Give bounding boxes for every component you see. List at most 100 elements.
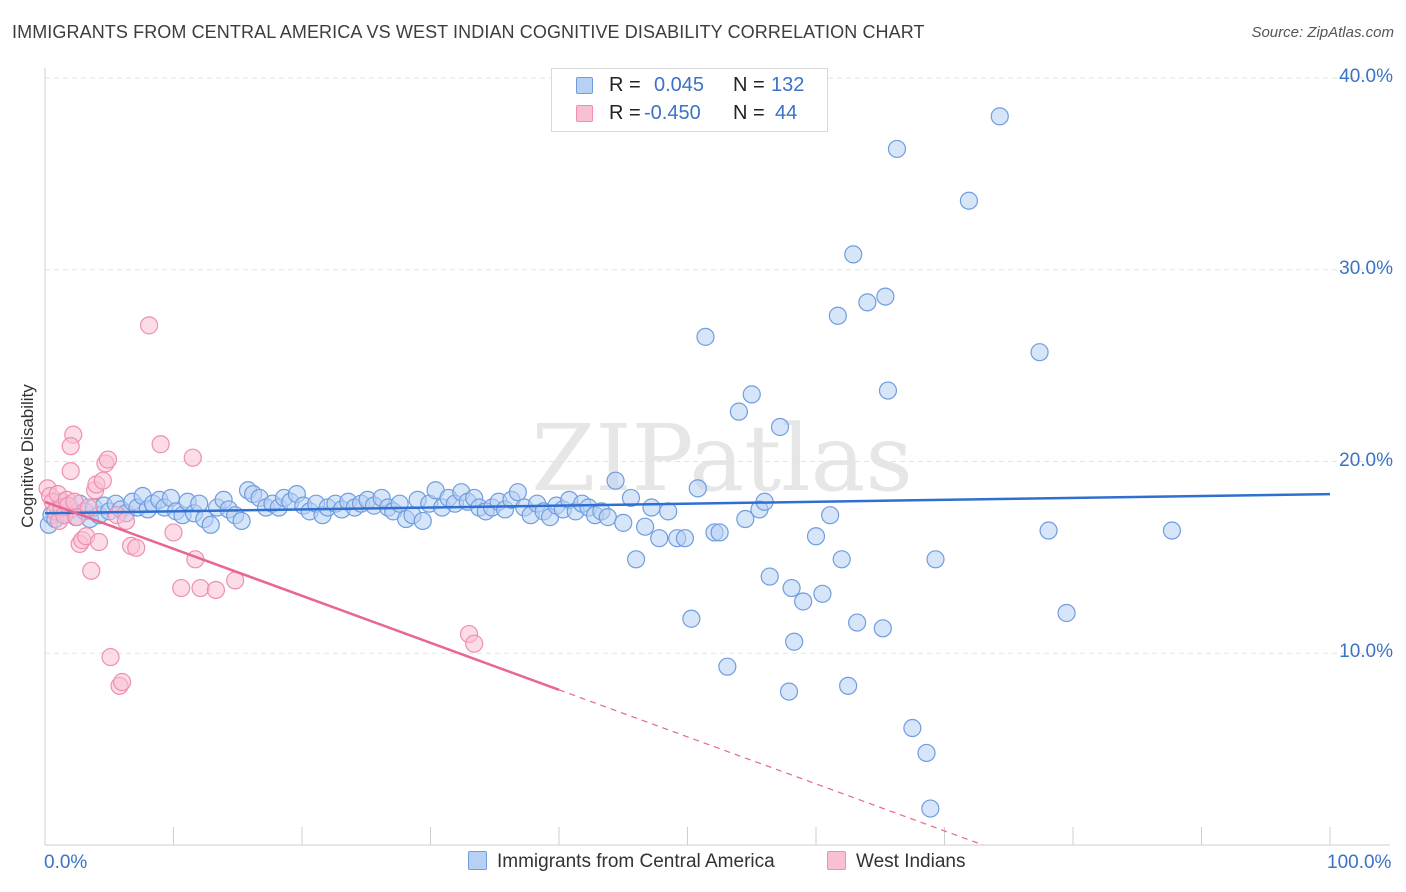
point-central-america — [232, 511, 251, 531]
legend-row-central-america: R = 0.045 N = 132 — [552, 73, 827, 99]
legend-item-west-indians: West Indians — [827, 851, 965, 877]
point-central-america — [760, 567, 779, 586]
point-central-america — [785, 632, 804, 651]
point-west-indians — [172, 578, 191, 598]
point-west-indians — [98, 450, 118, 469]
r-label: R = — [609, 74, 641, 96]
gridlines — [45, 77, 1390, 654]
point-central-america — [1039, 521, 1058, 540]
n-label: N = — [733, 74, 765, 96]
point-west-indians — [112, 672, 132, 692]
point-central-america — [621, 488, 641, 508]
point-west-indians — [164, 523, 183, 542]
point-west-indians — [206, 580, 226, 600]
point-central-america — [858, 293, 877, 312]
point-central-america — [606, 471, 625, 490]
point-west-indians — [151, 435, 170, 454]
legend-swatch-pink — [576, 105, 593, 122]
point-central-america — [821, 506, 840, 525]
point-central-america — [959, 191, 979, 210]
point-central-america — [736, 509, 755, 529]
y-tick-label: 30.0% — [1339, 257, 1393, 279]
point-west-indians — [191, 578, 210, 598]
y-tick-label: 10.0% — [1339, 641, 1393, 663]
point-central-america — [718, 657, 737, 676]
point-central-america — [878, 381, 898, 400]
stats-legend: R = 0.045 N = 132 R = -0.450 N = 44 — [551, 68, 828, 132]
y-tick-label: 40.0% — [1339, 66, 1393, 87]
axes — [44, 68, 1390, 846]
point-central-america — [990, 107, 1009, 126]
watermark-text: ZIPatlas — [531, 405, 912, 512]
x-tick-label-min: 0.0% — [44, 852, 88, 873]
point-west-indians — [116, 511, 136, 531]
point-central-america — [1162, 521, 1182, 540]
point-central-america — [201, 515, 220, 534]
legend-label: West Indians — [856, 851, 966, 872]
y-tick-label: 20.0% — [1339, 449, 1393, 471]
point-central-america — [848, 613, 867, 632]
point-central-america — [926, 550, 945, 569]
legend-row-west-indians: R = -0.450 N = 44 — [552, 101, 827, 127]
point-central-america — [635, 517, 655, 536]
point-west-indians — [93, 471, 112, 490]
point-central-america — [806, 527, 826, 546]
point-central-america — [614, 513, 633, 532]
point-west-indians — [101, 647, 120, 667]
x-tick-label-max: 100.0% — [1327, 852, 1392, 873]
trend-line-central-america — [44, 492, 1331, 515]
point-central-america — [688, 479, 707, 498]
n-value: 132 — [771, 74, 805, 96]
point-central-america — [682, 609, 701, 628]
source-label: Source: ZipAtlas.com — [1251, 24, 1394, 41]
point-central-america — [696, 327, 715, 346]
point-central-america — [659, 502, 678, 521]
legend-label: Immigrants from Central America — [497, 851, 775, 872]
chart-title: IMMIGRANTS FROM CENTRAL AMERICA VS WEST … — [12, 22, 925, 42]
point-central-america — [626, 550, 646, 569]
point-central-america — [779, 682, 799, 701]
point-central-america — [832, 550, 851, 569]
point-central-america — [876, 287, 895, 306]
point-central-america — [839, 676, 858, 695]
point-central-america — [650, 529, 669, 548]
point-west-indians — [82, 561, 101, 580]
r-value: 0.045 — [654, 74, 705, 96]
point-central-america — [729, 402, 749, 421]
point-west-indians — [89, 532, 109, 552]
point-west-indians — [183, 448, 202, 467]
point-central-america — [642, 498, 661, 517]
point-central-america — [782, 578, 801, 598]
point-central-america — [508, 483, 527, 502]
point-west-indians — [465, 634, 484, 653]
trend-line-west-indians-extrapolated — [558, 689, 984, 846]
legend-swatch-pink — [827, 851, 846, 870]
legend-swatch-blue — [576, 77, 593, 94]
point-central-america — [887, 139, 907, 159]
series-west-indians-points — [38, 316, 484, 695]
point-west-indians — [139, 316, 159, 335]
point-central-america — [873, 619, 892, 638]
n-value: 44 — [775, 102, 798, 124]
trend-line-west-indians — [44, 500, 560, 692]
point-central-america — [770, 417, 790, 437]
point-central-america — [675, 529, 695, 548]
point-central-america — [1057, 603, 1076, 623]
point-west-indians — [61, 437, 80, 456]
r-value: -0.450 — [644, 102, 701, 124]
legend-swatch-blue — [468, 851, 487, 870]
point-central-america — [828, 306, 847, 325]
point-central-america — [813, 584, 832, 603]
point-central-america — [598, 508, 617, 527]
point-central-america — [844, 245, 863, 264]
point-west-indians — [127, 538, 146, 557]
n-label: N = — [733, 102, 765, 124]
point-central-america — [742, 385, 761, 404]
point-central-america — [917, 743, 936, 763]
point-central-america — [903, 718, 922, 738]
point-central-america — [413, 511, 432, 531]
point-central-america — [710, 523, 729, 542]
point-central-america — [794, 592, 813, 611]
point-west-indians — [61, 461, 80, 481]
legend-item-central-america: Immigrants from Central America — [468, 851, 775, 877]
